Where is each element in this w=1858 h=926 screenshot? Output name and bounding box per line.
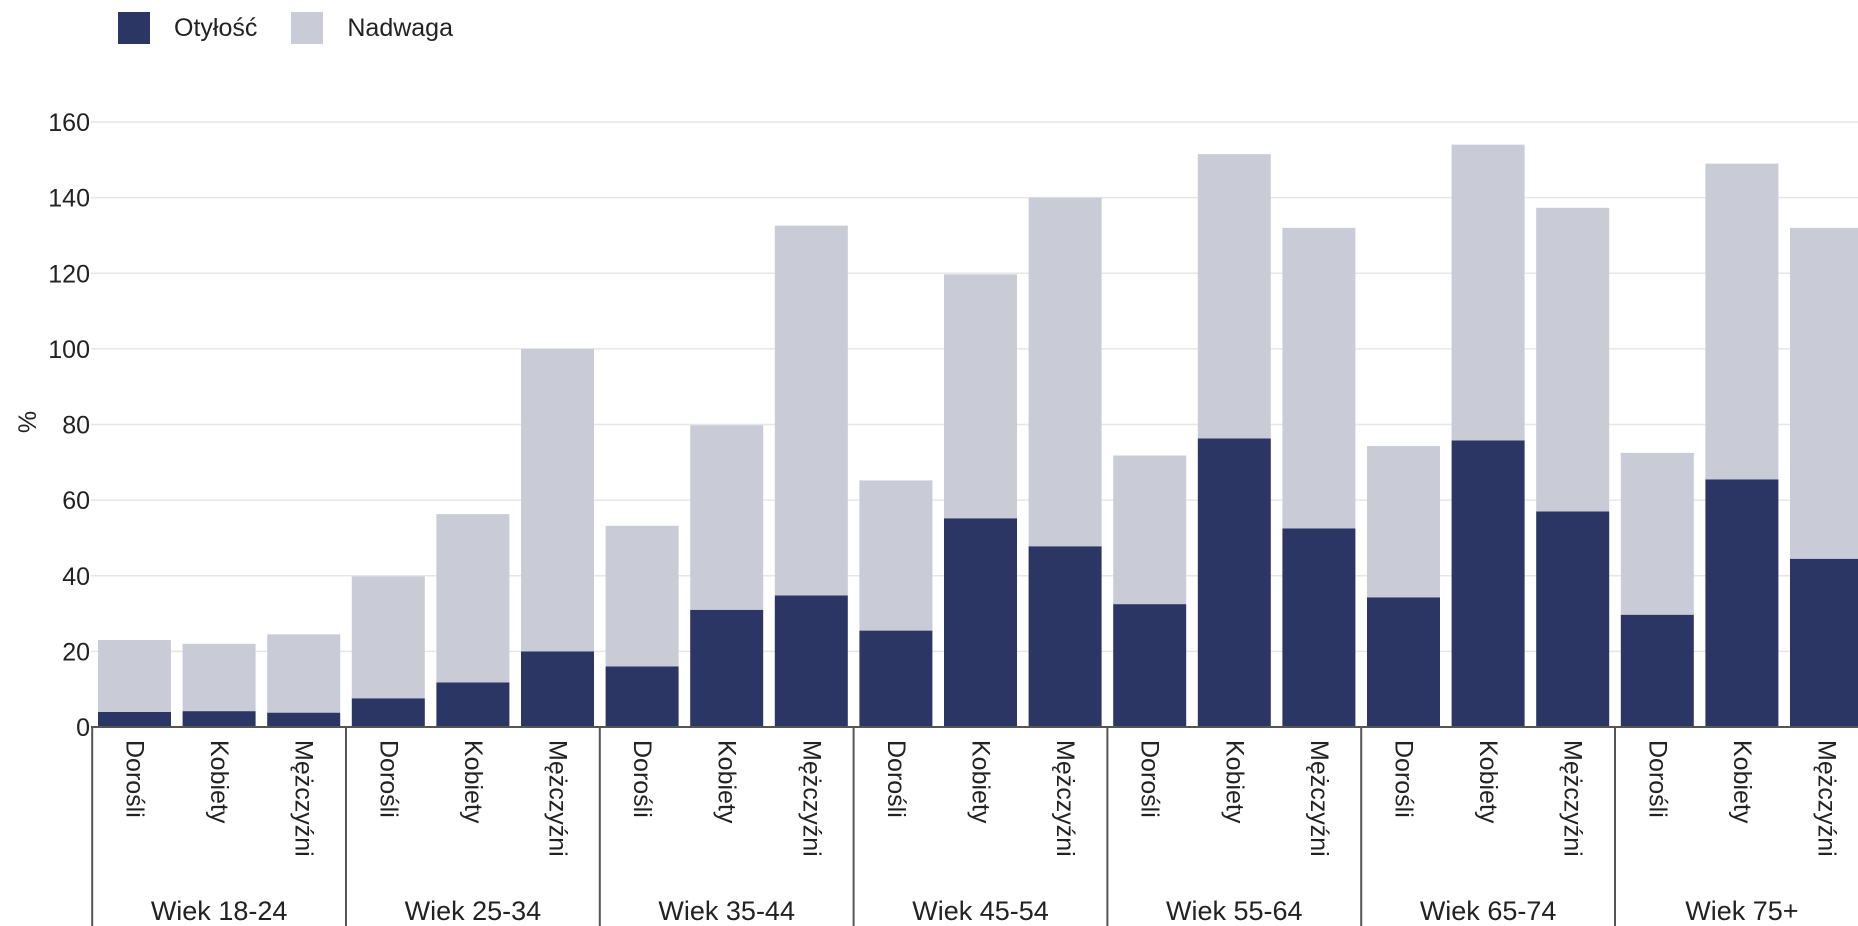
x-axis: Dorośli Kobiety Mężczyźni Dorośli Kobiety Męż… [91, 726, 1858, 926]
bar-otylosc[interactable] [521, 651, 594, 727]
x-category-label: Dorośli [121, 740, 149, 818]
bar-nadwaga[interactable] [944, 274, 1017, 519]
x-category-label: Kobiety [713, 740, 741, 824]
legend-item-nadwaga[interactable]: Nadwaga [291, 12, 453, 44]
bar-otylosc[interactable] [1113, 604, 1187, 727]
bar-otylosc[interactable] [1197, 438, 1271, 727]
x-category-label: Dorośli [1643, 740, 1671, 818]
x-group-label: Wiek 75+ [1685, 896, 1798, 926]
bar-nadwaga[interactable] [351, 576, 425, 699]
bar-nadwaga[interactable] [1451, 144, 1525, 441]
x-category-label: Dorośli [882, 740, 910, 818]
bar-nadwaga[interactable] [1028, 197, 1102, 547]
bar-otylosc[interactable] [859, 630, 933, 727]
y-axis: 0 20 40 60 80 100 120 140 160 [48, 109, 90, 742]
y-axis-label: % [14, 411, 42, 433]
bar-otylosc[interactable] [605, 666, 679, 728]
x-group-label: Wiek 25-34 [405, 896, 542, 926]
bar-otylosc[interactable] [1451, 440, 1525, 727]
bar-nadwaga[interactable] [1620, 452, 1694, 615]
bar-nadwaga[interactable] [1367, 446, 1440, 598]
x-category-label: Dorośli [1136, 740, 1164, 818]
bar-nadwaga[interactable] [1282, 227, 1356, 529]
x-category-label: Kobiety [1728, 740, 1756, 824]
x-category-label: Mężczyźni [1813, 740, 1841, 857]
y-tick-label: 160 [48, 109, 90, 137]
bar-nadwaga[interactable] [98, 640, 171, 712]
y-tick-label: 20 [62, 638, 90, 666]
bar-nadwaga[interactable] [1790, 227, 1858, 559]
bar-otylosc[interactable] [351, 698, 425, 727]
legend-label-otylosc: Otyłość [174, 13, 258, 42]
x-group-label: Wiek 18-24 [151, 896, 288, 926]
x-category-label: Mężczyźni [1051, 740, 1079, 857]
x-category-label: Mężczyźni [1305, 740, 1333, 857]
bar-otylosc[interactable] [98, 711, 171, 727]
bar-nadwaga[interactable] [267, 634, 341, 713]
bar-otylosc[interactable] [690, 609, 764, 727]
legend-label-nadwaga: Nadwaga [347, 13, 453, 42]
y-tick-label: 60 [62, 487, 90, 515]
bar-nadwaga[interactable] [1705, 163, 1779, 480]
x-category-label: Mężczyźni [544, 740, 572, 857]
bar-nadwaga[interactable] [1113, 455, 1187, 605]
bar-nadwaga[interactable] [521, 348, 594, 652]
bar-otylosc[interactable] [1536, 511, 1610, 727]
bar-otylosc[interactable] [774, 595, 848, 727]
y-tick-label: 140 [48, 185, 90, 213]
y-tick-label: 40 [62, 563, 90, 591]
x-category-label: Dorośli [374, 740, 402, 818]
bar-otylosc[interactable] [182, 711, 256, 727]
x-category-label: Mężczyźni [797, 740, 825, 857]
x-category-label: Mężczyźni [290, 740, 318, 857]
x-category-label: Kobiety [459, 740, 487, 824]
x-category-label: Dorośli [628, 740, 656, 818]
bar-nadwaga[interactable] [774, 225, 848, 596]
bar-otylosc[interactable] [1367, 597, 1440, 727]
bar-otylosc[interactable] [1705, 479, 1779, 727]
bar-nadwaga[interactable] [182, 643, 256, 712]
bar-nadwaga[interactable] [1536, 207, 1610, 512]
bar-otylosc[interactable] [1790, 558, 1858, 727]
bar-nadwaga[interactable] [859, 480, 933, 631]
bar-nadwaga[interactable] [605, 525, 679, 667]
bar-nadwaga[interactable] [690, 425, 764, 610]
y-tick-label: 100 [48, 336, 90, 364]
bar-nadwaga[interactable] [436, 514, 510, 683]
legend-swatch-nadwaga [291, 12, 324, 44]
legend-swatch-otylosc [118, 12, 150, 44]
x-category-label: Mężczyźni [1559, 740, 1587, 857]
bar-otylosc[interactable] [436, 682, 510, 727]
x-category-label: Kobiety [1474, 740, 1502, 824]
bar-otylosc[interactable] [944, 518, 1017, 727]
x-group-label: Wiek 45-54 [912, 896, 1049, 926]
bars [98, 144, 1858, 728]
y-tick-label: 120 [48, 260, 90, 288]
x-group-label: Wiek 55-64 [1166, 896, 1303, 926]
x-group-label: Wiek 65-74 [1420, 896, 1557, 926]
bar-otylosc[interactable] [1028, 546, 1102, 727]
x-category-label: Dorośli [1390, 740, 1418, 818]
bar-otylosc[interactable] [1282, 528, 1356, 727]
x-category-label: Kobiety [205, 740, 233, 824]
legend: Otyłość Nadwaga [118, 10, 487, 46]
y-tick-label: 0 [76, 714, 90, 742]
y-tick-label: 80 [62, 412, 90, 440]
x-category-label: Kobiety [967, 740, 995, 824]
x-category-label: Kobiety [1220, 740, 1248, 824]
bar-otylosc[interactable] [267, 712, 341, 727]
legend-item-otylosc[interactable]: Otyłość [118, 12, 257, 44]
bar-otylosc[interactable] [1620, 614, 1694, 727]
x-group-label: Wiek 35-44 [658, 896, 795, 926]
bar-nadwaga[interactable] [1197, 154, 1271, 439]
